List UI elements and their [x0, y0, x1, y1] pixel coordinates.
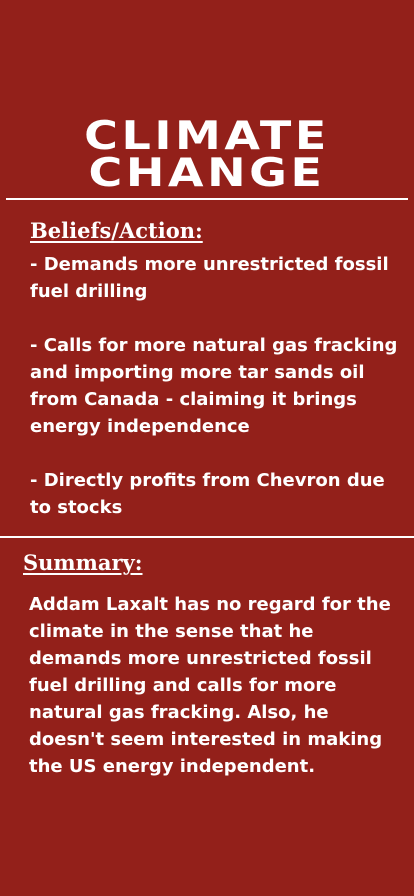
beliefs-list: - Demands more unrestricted fossil fuel … [30, 251, 405, 521]
page-title: CLIMATE CHANGE [0, 114, 414, 196]
divider-top [6, 198, 408, 200]
beliefs-item: - Directly profits from Chevron due to s… [30, 470, 385, 518]
title-line-1: CLIMATE [84, 114, 330, 159]
summary-text: Addam Laxalt has no regard for the clima… [29, 594, 391, 777]
divider-bottom [0, 536, 414, 538]
summary-heading: Summary: [23, 550, 143, 575]
beliefs-heading: Beliefs/Action: [30, 218, 203, 243]
beliefs-item: - Demands more unrestricted fossil fuel … [30, 254, 389, 302]
title-line-2: CHANGE [88, 151, 326, 196]
beliefs-item: - Calls for more natural gas fracking an… [30, 335, 398, 437]
